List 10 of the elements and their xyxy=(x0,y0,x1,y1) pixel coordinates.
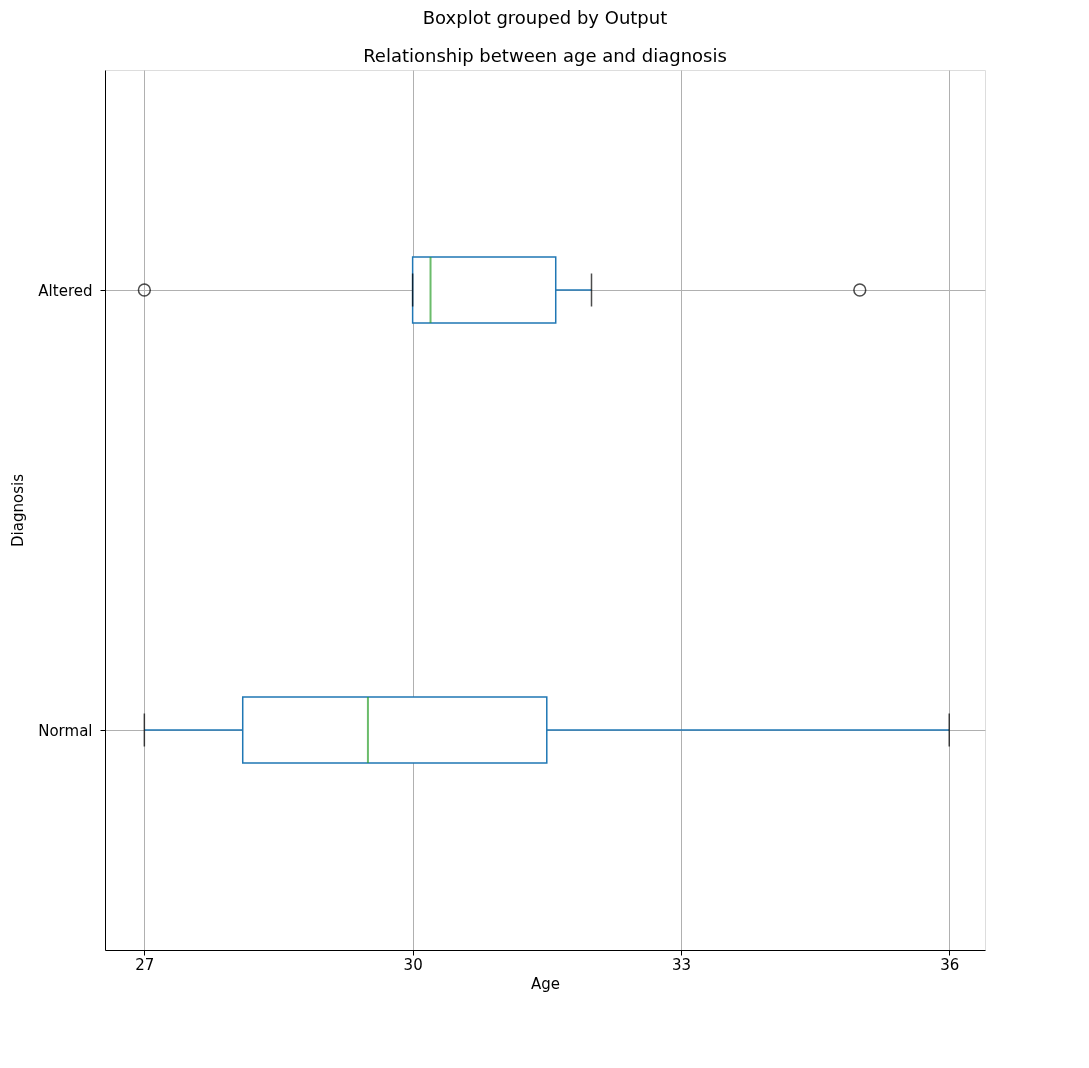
y-axis-title: Diagnosis xyxy=(9,473,28,547)
chart-title: Boxplot grouped by Output xyxy=(422,7,668,28)
x-tick-label: 36 xyxy=(940,955,960,974)
y-tick-label: Normal xyxy=(38,721,93,740)
x-tick-label: 27 xyxy=(135,955,155,974)
y-tick-label: Altered xyxy=(38,281,93,300)
x-tick-label: 30 xyxy=(403,955,423,974)
x-axis-title: Age xyxy=(530,974,561,993)
x-tick-label: 33 xyxy=(671,955,691,974)
chart-subtitle: Relationship between age and diagnosis xyxy=(363,45,727,66)
